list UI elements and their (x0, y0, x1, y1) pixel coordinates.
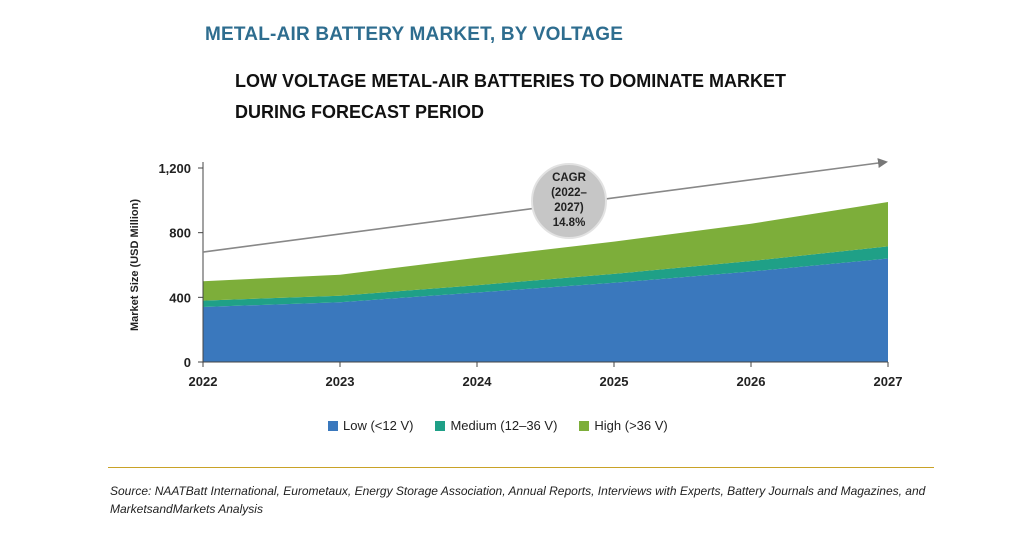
y-tick-label: 1,200 (158, 161, 191, 176)
legend-item-high: High (>36 V) (579, 418, 668, 433)
x-tick-label: 2023 (326, 374, 355, 389)
chart-title: METAL-AIR BATTERY MARKET, BY VOLTAGE (205, 24, 624, 45)
legend-swatch-medium (435, 420, 446, 431)
x-tick-label: 2027 (874, 374, 903, 389)
cagr-label-line: 2027) (554, 202, 584, 214)
legend-label-high: High (>36 V) (594, 418, 668, 433)
legend-swatch-high (579, 420, 590, 431)
y-tick-label: 400 (169, 290, 191, 305)
x-tick-label: 2026 (737, 374, 766, 389)
x-tick-label: 2024 (463, 374, 493, 389)
legend-label-medium: Medium (12–36 V) (450, 418, 558, 433)
cagr-label-line: (2022– (551, 187, 587, 199)
x-tick-label: 2025 (600, 374, 629, 389)
y-tick-label: 800 (169, 226, 191, 241)
legend-swatch-low (328, 420, 338, 431)
area-series-low (203, 258, 888, 362)
area-series-high (203, 202, 888, 301)
x-tick-label: 2022 (189, 374, 218, 389)
area-series-medium (203, 246, 888, 307)
y-tick-label: 0 (184, 355, 191, 370)
cagr-badge (531, 163, 607, 239)
legend-item-low: Low (<12 V) (328, 418, 413, 433)
legend-item-medium: Medium (12–36 V) (435, 418, 557, 433)
y-axis-label: Market Size (USD Million) (129, 199, 141, 331)
stacked-area-chart: 0 400 800 1,200 2022 2023 2024 2025 2026 2027 Mark… (129, 158, 903, 389)
cagr-label-line: 14.8% (553, 217, 586, 229)
chart-legend: Low (<12 V) Medium (12–36 V) High (>36 V… (328, 418, 668, 433)
source-note: Source: NAATBatt International, Eurometa… (110, 484, 926, 516)
cagr-label-line: CAGR (552, 172, 587, 184)
source-divider (108, 467, 934, 468)
chart-subtitle: LOW VOLTAGE METAL-AIR BATTERIES TO DOMIN… (235, 71, 786, 122)
legend-label-low: Low (<12 V) (343, 418, 414, 433)
